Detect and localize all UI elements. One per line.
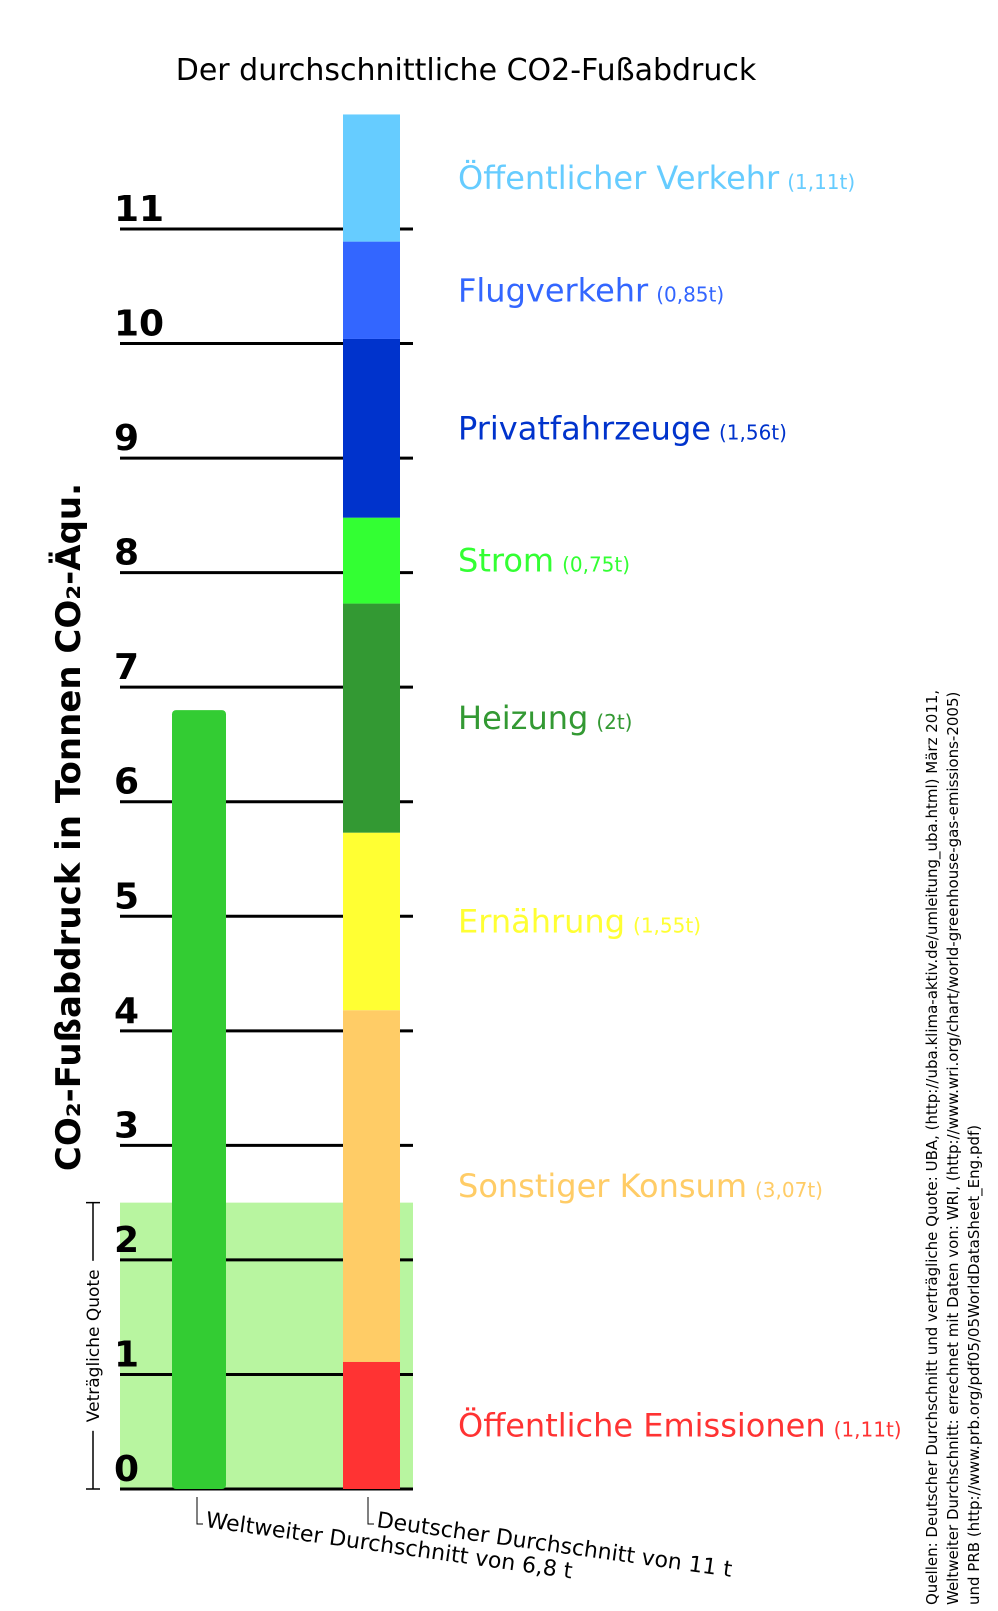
segment-label: Strom (0,75t) (458, 542, 630, 580)
segment-name: Öffentliche Emissionen (458, 1406, 826, 1444)
segment-label: Öffentlicher Verkehr (1,11t) (458, 159, 855, 197)
source-note: und PRB (http://www.prb.org/pdf05/05Worl… (965, 1125, 984, 1605)
category-bracket (367, 1497, 374, 1525)
bar-segment (343, 241, 400, 339)
y-tick-label: 5 (114, 876, 139, 917)
segment-name: Privatfahrzeuge (458, 409, 711, 447)
segment-name: Flugverkehr (458, 271, 649, 309)
segment-value-label: (0,85t) (656, 282, 724, 306)
quota-label-bg (82, 1260, 104, 1431)
segment-value-label: (3,07t) (755, 1178, 823, 1202)
segment-value-label: (1,56t) (719, 420, 787, 444)
y-tick-label: 0 (114, 1449, 139, 1490)
y-axis-label: CO₂-Fußabdruck in Tonnen CO₂-Äqu. (48, 483, 89, 1171)
bar-segment (343, 1010, 400, 1362)
bar-segment (343, 338, 400, 518)
segment-value-label: (0,75t) (562, 553, 630, 577)
category-bracket (196, 1497, 203, 1525)
source-note: Quellen: Deutscher Durchschnitt und vert… (923, 690, 942, 1605)
segment-value-label: (1,55t) (633, 913, 701, 937)
y-tick-label: 9 (114, 418, 139, 459)
segment-value-label: (1,11t) (834, 1417, 902, 1441)
segment-label: Privatfahrzeuge (1,56t) (458, 409, 787, 447)
bar (172, 710, 226, 1489)
segment-name: Heizung (458, 699, 588, 737)
chart-title: Der durchschnittliche CO2-Fußabdruck (176, 53, 757, 88)
y-tick-label: 6 (114, 762, 139, 803)
bar-segment (343, 832, 400, 1011)
segment-name: Strom (458, 542, 554, 580)
segment-name: Öffentlicher Verkehr (458, 159, 780, 197)
y-tick-label: 2 (114, 1220, 139, 1261)
segment-value-label: (1,11t) (787, 170, 855, 194)
y-tick-label: 4 (114, 991, 139, 1032)
segment-name: Ernährung (458, 902, 625, 940)
segment-value-label: (2t) (596, 710, 632, 734)
segment-label: Flugverkehr (0,85t) (458, 271, 724, 309)
bar-segment (343, 1361, 400, 1489)
y-tick-label: 7 (114, 647, 139, 688)
source-note: Weltweiter Durchschnitt: errechnet mit D… (944, 692, 962, 1605)
bar-segment (343, 517, 400, 604)
bar-segment (343, 603, 400, 833)
y-tick-label: 1 (114, 1334, 139, 1375)
bar-segment (343, 114, 400, 242)
y-tick-label: 8 (114, 533, 139, 574)
segment-label: Öffentliche Emissionen (1,11t) (458, 1406, 902, 1444)
quota-label: Veträgliche Quote (84, 1269, 104, 1422)
segment-name: Sonstiger Konsum (458, 1167, 747, 1205)
segment-label: Heizung (2t) (458, 699, 632, 737)
segment-label: Ernährung (1,55t) (458, 902, 701, 940)
segment-label: Sonstiger Konsum (3,07t) (458, 1167, 823, 1205)
y-tick-label: 3 (114, 1105, 139, 1146)
y-tick-label: 10 (114, 304, 164, 345)
y-tick-label: 11 (114, 189, 164, 230)
